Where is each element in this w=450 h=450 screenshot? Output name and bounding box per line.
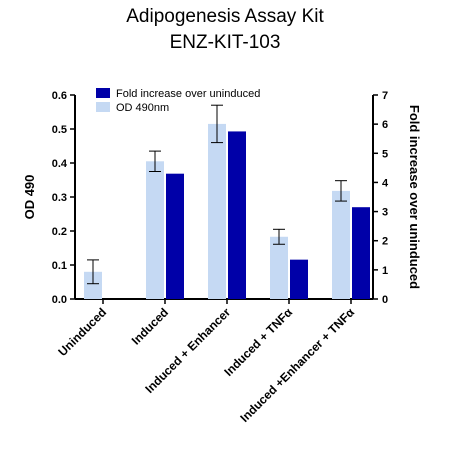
bar-fold-increase bbox=[228, 131, 246, 299]
right-axis-tick-label: 2 bbox=[382, 236, 388, 248]
left-axis-tick-label: 0.4 bbox=[52, 158, 68, 170]
legend: Fold increase over uninduced OD 490nm bbox=[96, 88, 260, 114]
right-axis-tick-label: 7 bbox=[382, 90, 388, 102]
legend-swatch-od490 bbox=[96, 102, 110, 112]
legend-label-fold: Fold increase over uninduced bbox=[116, 88, 260, 100]
bar-od490 bbox=[332, 190, 350, 299]
left-axis-tick-label: 0.0 bbox=[52, 294, 67, 306]
right-axis-tick-label: 3 bbox=[382, 207, 388, 219]
bar-od490 bbox=[146, 161, 164, 299]
right-axis-tick-label: 4 bbox=[382, 177, 389, 189]
bar-fold-increase bbox=[352, 207, 370, 299]
bar-fold-increase bbox=[290, 259, 308, 299]
left-axis-label: OD 490 bbox=[22, 175, 37, 220]
left-axis-tick-label: 0.5 bbox=[52, 124, 67, 136]
bar-od490 bbox=[270, 236, 288, 299]
x-axis-tick-label: Induced +Enhancer + TNFα bbox=[237, 305, 357, 425]
bar-fold-increase bbox=[166, 173, 184, 299]
right-axis-label: Fold increase over uninduced bbox=[407, 105, 422, 289]
left-axis-tick-label: 0.3 bbox=[52, 192, 67, 204]
chart-subtitle: ENZ-KIT-103 bbox=[169, 32, 281, 53]
x-axis-tick-label: Induced bbox=[129, 305, 171, 347]
right-axis-tick-label: 1 bbox=[382, 265, 388, 277]
right-axis-tick-label: 6 bbox=[382, 119, 388, 131]
left-axis-tick-label: 0.6 bbox=[52, 90, 67, 102]
bar-od490 bbox=[84, 271, 102, 299]
x-axis-tick-label: Uninduced bbox=[55, 305, 109, 359]
right-axis-tick-label: 5 bbox=[382, 148, 388, 160]
bar-od490 bbox=[208, 123, 226, 300]
legend-label-od490: OD 490nm bbox=[116, 102, 169, 114]
right-axis-tick-label: 0 bbox=[382, 294, 388, 306]
left-axis-tick-label: 0.1 bbox=[52, 260, 67, 272]
legend-swatch-fold bbox=[96, 88, 110, 98]
chart-title: Adipogenesis Assay Kit bbox=[126, 6, 324, 27]
left-axis-tick-label: 0.2 bbox=[52, 226, 67, 238]
